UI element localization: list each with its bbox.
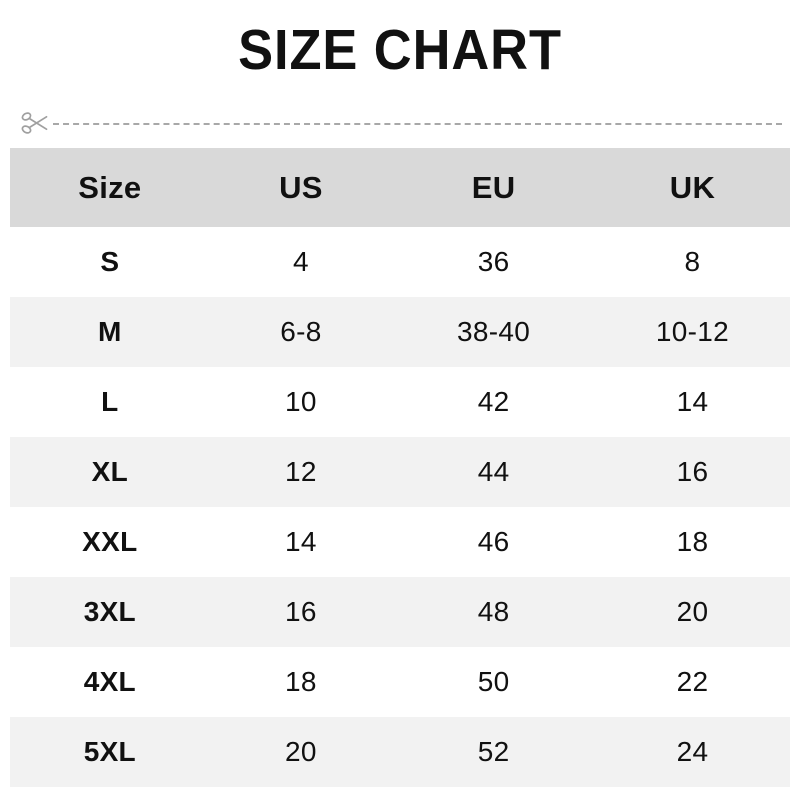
cell-size: 3XL (83, 596, 136, 627)
cell-us: 18 (285, 666, 317, 697)
column-header-us: US (209, 148, 393, 227)
cell-uk: 10-12 (655, 316, 730, 347)
cell-size: XXL (82, 526, 138, 557)
cell-eu: 52 (477, 736, 510, 767)
cell-uk: 14 (676, 386, 709, 417)
cut-line (18, 104, 782, 142)
cell-eu: 46 (477, 526, 510, 557)
cell-uk: 22 (676, 666, 709, 697)
cell-uk: 16 (676, 456, 709, 487)
page-title-container: SIZE CHART (0, 0, 800, 100)
column-header-uk: UK (594, 148, 790, 227)
table-body: S 4 36 8 M 6-8 38-40 10-12 L 10 42 14 XL… (10, 227, 790, 787)
table-header: Size US EU UK (10, 148, 790, 227)
cell-eu: 38-40 (457, 316, 531, 347)
table-row: 5XL 20 52 24 (10, 717, 790, 787)
cut-line-dashes (53, 123, 782, 125)
page-title: SIZE CHART (238, 17, 562, 82)
table-row: M 6-8 38-40 10-12 (10, 297, 790, 367)
cell-us: 12 (285, 456, 317, 487)
cell-size: XL (91, 456, 129, 487)
cell-size: 4XL (83, 666, 136, 697)
cell-size: S (100, 246, 120, 277)
cell-us: 4 (292, 246, 309, 277)
cell-us: 6-8 (280, 316, 322, 347)
scissors-icon (21, 112, 48, 134)
cell-size: L (101, 386, 119, 417)
size-chart-table: Size US EU UK S 4 36 8 M 6-8 38-40 10-12… (10, 148, 790, 787)
cell-uk: 18 (676, 526, 709, 557)
cell-us: 16 (285, 596, 317, 627)
cell-eu: 36 (477, 246, 510, 277)
table-row: XXL 14 46 18 (10, 507, 790, 577)
table-row: S 4 36 8 (10, 227, 790, 297)
cell-uk: 8 (684, 246, 701, 277)
cell-size: 5XL (83, 736, 136, 767)
column-header-size: Size (10, 148, 210, 227)
table-row: L 10 42 14 (10, 367, 790, 437)
cell-us: 10 (285, 386, 317, 417)
cell-size: M (98, 316, 122, 347)
cell-us: 20 (285, 736, 317, 767)
table-row: 4XL 18 50 22 (10, 647, 790, 717)
table-row: XL 12 44 16 (10, 437, 790, 507)
cell-eu: 50 (477, 666, 510, 697)
table-header-row: Size US EU UK (10, 148, 790, 227)
table-row: 3XL 16 48 20 (10, 577, 790, 647)
cell-eu: 42 (477, 386, 510, 417)
cell-eu: 44 (477, 456, 510, 487)
cell-uk: 24 (676, 736, 709, 767)
cell-uk: 20 (676, 596, 709, 627)
column-header-eu: EU (392, 148, 595, 227)
cell-eu: 48 (477, 596, 510, 627)
cell-us: 14 (285, 526, 317, 557)
